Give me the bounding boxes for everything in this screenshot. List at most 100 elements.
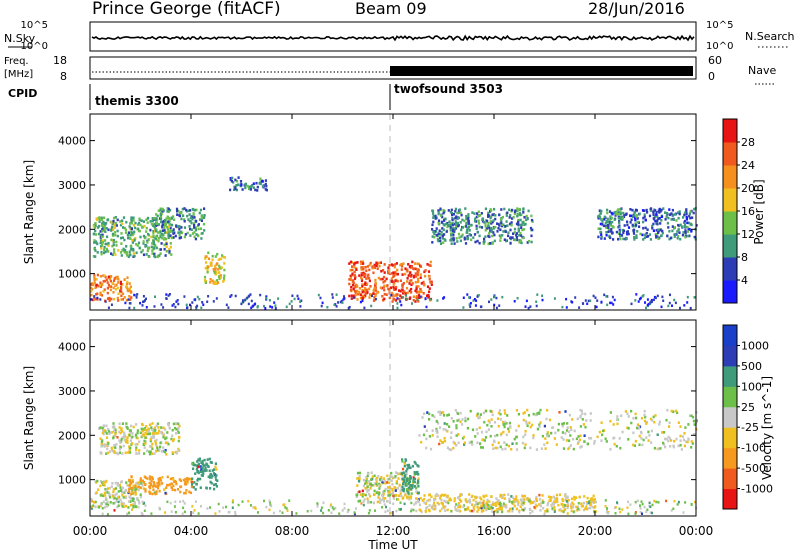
echo-cell bbox=[666, 234, 669, 238]
echo-cell bbox=[527, 306, 530, 310]
echo-cell bbox=[505, 422, 508, 425]
echo-cell bbox=[93, 275, 96, 279]
echo-cell bbox=[356, 261, 359, 264]
echo-cell bbox=[215, 297, 218, 300]
echo-cell bbox=[406, 297, 409, 301]
echo-cell bbox=[618, 437, 621, 440]
echo-cell bbox=[209, 461, 212, 464]
echo-cell bbox=[435, 493, 438, 496]
echo-cell bbox=[462, 296, 465, 299]
echo-cell bbox=[587, 501, 590, 505]
echo-cell bbox=[476, 441, 479, 444]
echo-cell bbox=[490, 228, 493, 232]
echo-cell bbox=[567, 499, 570, 502]
echo-cell bbox=[465, 500, 469, 504]
echo-cell bbox=[99, 218, 102, 221]
echo-cell bbox=[655, 233, 658, 236]
echo-cell bbox=[182, 478, 185, 482]
echo-cell bbox=[609, 301, 612, 305]
echo-cell bbox=[476, 505, 479, 509]
echo-cell bbox=[116, 229, 119, 233]
echo-cell bbox=[349, 260, 352, 264]
echo-cell bbox=[129, 237, 132, 240]
echo-cell bbox=[407, 465, 410, 469]
echo-cell bbox=[569, 503, 572, 506]
echo-cell bbox=[467, 222, 471, 225]
echo-cell bbox=[422, 433, 426, 437]
echo-cell bbox=[445, 500, 448, 504]
echo-cell bbox=[135, 446, 138, 449]
echo-cell bbox=[565, 429, 569, 432]
echo-cell bbox=[93, 295, 96, 298]
echo-cell bbox=[171, 451, 174, 454]
echo-cell bbox=[632, 443, 635, 447]
echo-cell bbox=[378, 478, 382, 481]
echo-cell bbox=[683, 432, 686, 435]
echo-cell bbox=[589, 419, 592, 422]
echo-cell bbox=[385, 293, 388, 296]
echo-cell bbox=[686, 301, 689, 304]
echo-cell bbox=[598, 430, 601, 434]
echo-cell bbox=[188, 490, 191, 494]
echo-cell bbox=[137, 241, 141, 245]
echo-cell bbox=[484, 224, 487, 228]
echo-cell bbox=[135, 296, 138, 299]
echo-cell bbox=[490, 503, 493, 507]
echo-cell bbox=[179, 236, 183, 239]
echo-cell bbox=[593, 506, 596, 509]
echo-cell bbox=[163, 243, 166, 247]
echo-cell bbox=[198, 457, 201, 461]
echo-cell bbox=[176, 209, 179, 213]
echo-cell bbox=[102, 500, 105, 504]
echo-cell bbox=[137, 481, 140, 484]
echo-cell bbox=[668, 421, 671, 425]
echo-cell bbox=[432, 220, 435, 224]
echo-cell bbox=[156, 486, 160, 490]
echo-cell bbox=[207, 295, 210, 298]
echo-cell bbox=[387, 266, 390, 270]
echo-cell bbox=[438, 410, 442, 414]
echo-cell bbox=[677, 216, 680, 220]
echo-cell bbox=[608, 218, 611, 222]
echo-cell bbox=[153, 305, 156, 308]
echo-cell bbox=[571, 301, 574, 304]
echo-cell bbox=[442, 241, 445, 244]
echo-cell bbox=[515, 232, 518, 235]
echo-cell bbox=[155, 449, 158, 453]
echo-cell bbox=[557, 428, 560, 432]
echo-cell bbox=[441, 237, 444, 240]
echo-cell bbox=[343, 507, 346, 510]
echo-cell bbox=[169, 230, 172, 234]
echo-cell bbox=[523, 498, 526, 501]
echo-cell bbox=[369, 482, 372, 486]
echo-cell bbox=[107, 218, 110, 221]
echo-cell bbox=[405, 294, 408, 297]
echo-cell bbox=[464, 498, 467, 501]
echo-cell bbox=[252, 182, 255, 185]
echo-cell bbox=[580, 505, 583, 508]
echo-cell bbox=[653, 215, 656, 219]
echo-cell bbox=[639, 296, 642, 300]
echo-cell bbox=[155, 217, 158, 220]
echo-cell bbox=[639, 507, 642, 510]
echo-cell bbox=[285, 507, 288, 510]
echo-cell bbox=[470, 223, 473, 227]
echo-cell bbox=[620, 414, 623, 417]
echo-cell bbox=[264, 188, 267, 191]
echo-cell bbox=[535, 448, 538, 451]
echo-cell bbox=[268, 299, 271, 302]
echo-cell bbox=[413, 503, 416, 506]
echo-cell bbox=[682, 511, 685, 514]
echo-cell bbox=[615, 444, 618, 448]
echo-cell bbox=[489, 220, 492, 223]
echo-cell bbox=[119, 282, 122, 286]
echo-cell bbox=[487, 222, 490, 225]
echo-cell bbox=[191, 207, 194, 211]
echo-cell bbox=[639, 232, 642, 236]
echo-cell bbox=[430, 506, 433, 509]
echo-cell bbox=[121, 249, 124, 252]
echo-cell bbox=[103, 225, 106, 229]
echo-cell bbox=[164, 220, 167, 224]
echo-cell bbox=[246, 296, 249, 300]
echo-cell bbox=[381, 498, 384, 501]
